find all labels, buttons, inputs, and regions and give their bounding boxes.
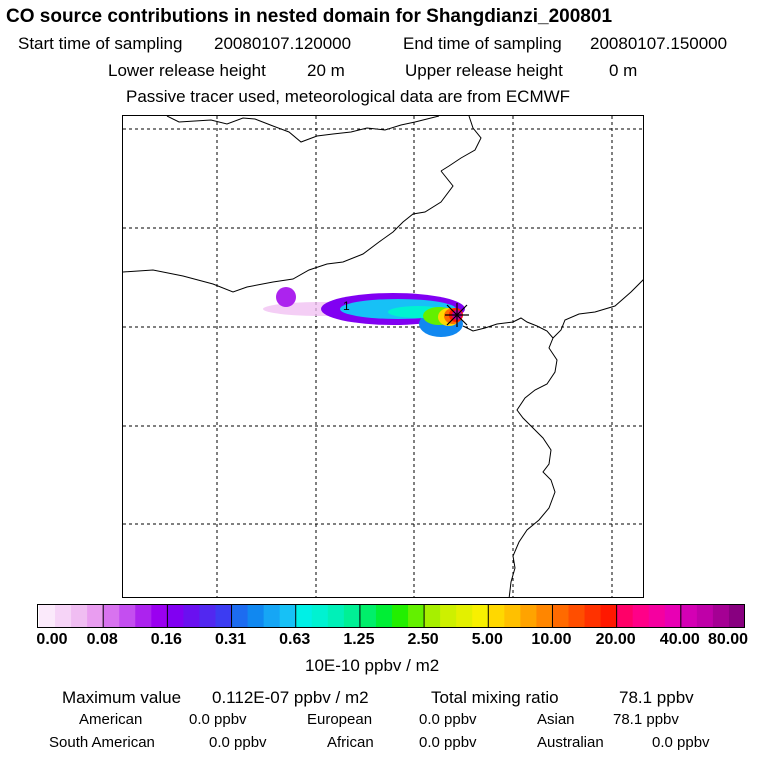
colorbar-swatch [456,605,473,627]
border-mongolia-south [123,170,454,293]
upper-height-value: 0 m [609,61,638,80]
plume [263,287,465,337]
receptor-marker-icon [445,303,469,327]
colorbar-swatch [552,605,570,627]
colorbar-swatch [167,605,185,627]
colorbar-swatch [327,605,345,627]
region-value: 78.1 ppbv [613,711,679,728]
colorbar-tick-label: 40.00 [659,631,700,648]
start-time-value: 20080107.120000 [214,34,352,53]
region-value: 0.0 ppbv [209,734,267,751]
colorbar-swatch [231,605,249,627]
border-northern [166,116,440,143]
colorbar-swatch [263,605,281,627]
region-value: 0.0 ppbv [189,711,247,728]
colorbar-tick-label: 1.25 [343,631,375,648]
region-name: Australian [537,734,604,751]
colorbar-swatch [712,605,730,627]
colorbar-swatch [728,605,744,627]
colorbar-tick-label: 10.00 [531,631,572,648]
colorbar-swatch [151,605,168,627]
start-time-label: Start time of sampling [18,34,183,53]
colorbar-swatch [39,605,56,627]
colorbar-tick-label: 0.00 [36,631,68,648]
colorbar-swatch [424,605,441,627]
colorbar-swatch [440,605,457,627]
colorbar-swatch [600,605,618,627]
colorbar-swatch [488,605,505,627]
colorbar-swatch [616,605,634,627]
colorbar-swatch [375,605,393,627]
colorbar-swatch [568,605,586,627]
colorbar-svg [39,605,744,627]
lower-height-value: 20 m [307,61,345,80]
colorbar-tick-label: 80.00 [707,631,749,648]
colorbar-swatch [696,605,714,627]
colorbar-swatch [279,605,297,627]
colorbar-swatch [680,605,698,627]
colorbar-unit-label: 10E-10 ppbv / m2 [305,656,440,675]
colorbar-tick-label: 0.31 [214,631,247,648]
colorbar-tick-label: 2.50 [407,631,439,648]
plume-west-blob [276,287,296,307]
colorbar-swatch [408,605,425,627]
region-name: European [307,711,373,728]
colorbar-swatch [247,605,265,627]
colorbar-swatch [584,605,602,627]
end-time-value: 20080107.150000 [590,34,728,53]
colorbar-swatch [311,605,329,627]
colorbar-swatch [359,605,377,627]
region-name: American [79,711,143,728]
colorbar-swatch [632,605,650,627]
total-mixing-label: Total mixing ratio [431,688,559,707]
region-name: Asian [537,711,575,728]
max-value-label: Maximum value [62,688,182,707]
colorbar-swatch [119,605,136,627]
colorbar-swatch [87,605,104,627]
country-borders [123,116,643,597]
colorbar-swatch [536,605,554,627]
colorbar-swatch [55,605,72,627]
colorbar-swatch [199,605,217,627]
colorbar-tick-label: 5.00 [471,631,503,648]
colorbar-tick-label: 20.00 [595,631,636,648]
region-value: 0.0 ppbv [419,711,477,728]
total-mixing-value: 78.1 ppbv [619,688,694,707]
colorbar-swatch [392,605,409,627]
colorbar-tick-label: 0.16 [150,631,182,648]
colorbar-swatch [215,605,233,627]
region-name: African [327,734,374,751]
region-value: 0.0 ppbv [652,734,710,751]
colorbar-swatch [71,605,88,627]
colorbar-swatch [295,605,313,627]
colorbar-swatch [664,605,682,627]
colorbar-swatch [520,605,538,627]
map-gridlines [123,116,643,597]
region-value: 0.0 ppbv [419,734,477,751]
max-value: 0.112E-07 ppbv / m2 [212,688,369,707]
map-plot: 1 [122,115,644,598]
colorbar-tick-label: 0.63 [279,631,311,648]
lower-height-label: Lower release height [108,61,266,80]
colorbar-swatch [472,605,489,627]
colorbar-swatch [343,605,361,627]
chart-title: CO source contributions in nested domain… [6,6,613,27]
colorbar-swatch [183,605,201,627]
border-east-north [440,116,482,172]
colorbar-swatch [103,605,120,627]
border-far-east [552,279,643,339]
colorbar-swatch [648,605,666,627]
colorbar-swatch [504,605,521,627]
map-svg: 1 [123,116,643,597]
upper-height-label: Upper release height [405,61,563,80]
colorbar [37,604,745,628]
colorbar-tick-label: 0.08 [86,631,118,648]
end-time-label: End time of sampling [403,34,562,53]
marker-number: 1 [343,299,350,313]
region-name: South American [49,734,155,751]
info-line: Passive tracer used, meteorological data… [126,87,571,106]
colorbar-swatch [135,605,152,627]
coastline [462,317,558,597]
